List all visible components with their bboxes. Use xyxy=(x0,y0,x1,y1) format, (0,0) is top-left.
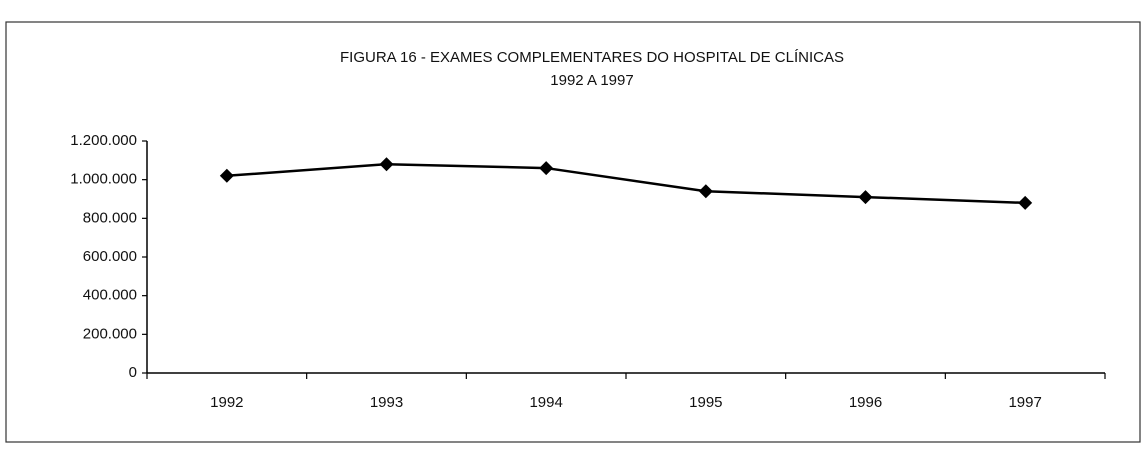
series-line xyxy=(226,162,1026,205)
x-tick-label: 1996 xyxy=(849,394,882,411)
chart-subtitle: 1992 A 1997 xyxy=(550,72,633,89)
y-tick-label: 0 xyxy=(129,364,137,381)
chart-title: FIGURA 16 - EXAMES COMPLEMENTARES DO HOS… xyxy=(340,49,844,66)
data-point xyxy=(379,157,394,172)
y-tick-label: 600.000 xyxy=(83,248,137,265)
x-tick-label: 1995 xyxy=(689,394,722,411)
data-point xyxy=(858,190,873,205)
frame xyxy=(5,21,1141,443)
y-tick-label: 800.000 xyxy=(83,209,137,226)
data-point xyxy=(539,161,554,176)
x-tick-label: 1992 xyxy=(210,394,243,411)
y-tick-label: 1.200.000 xyxy=(70,132,137,149)
x-tick-label: 1993 xyxy=(370,394,403,411)
data-point xyxy=(1018,195,1033,210)
y-tick-label: 1.000.000 xyxy=(70,171,137,188)
x-tick-label: 1994 xyxy=(529,394,562,411)
y-tick-label: 200.000 xyxy=(83,325,137,342)
y-tick-label: 400.000 xyxy=(83,287,137,304)
data-point xyxy=(219,168,234,183)
x-tick-label: 1997 xyxy=(1008,394,1041,411)
data-point xyxy=(698,184,713,199)
